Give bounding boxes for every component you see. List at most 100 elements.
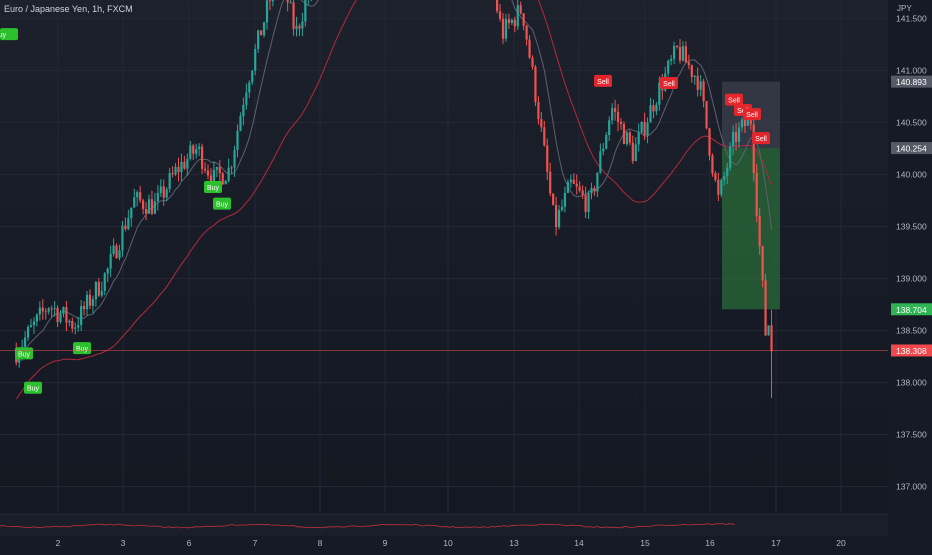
buy-signal-text: Buy	[216, 202, 229, 209]
candle-body	[563, 192, 567, 207]
candle-body	[631, 142, 634, 162]
indicator-line	[0, 523, 736, 529]
candle-body	[139, 192, 142, 201]
sell-signal: Sell	[752, 132, 770, 145]
indicator-background	[0, 514, 888, 536]
buy-signal-box	[204, 180, 222, 193]
candle-body	[68, 320, 71, 323]
buy-signal-box	[213, 197, 231, 210]
candle-body	[770, 325, 773, 352]
candle-body	[758, 215, 761, 247]
candle-body	[658, 82, 661, 105]
candle-body	[714, 173, 717, 180]
candle-body	[183, 161, 186, 169]
time-tick-label: 3	[121, 538, 126, 548]
candle-body	[242, 104, 245, 117]
price-label-text: 138.704	[896, 305, 927, 315]
candle-body	[634, 144, 637, 162]
price-axis[interactable]: JPY142.500142.000141.500141.000140.50014…	[888, 0, 932, 550]
candle-body	[59, 313, 62, 322]
candle-body	[687, 62, 690, 66]
sell-signal-box	[660, 76, 678, 89]
buy-signal-text: Buy	[27, 386, 40, 393]
candle-body	[599, 151, 602, 173]
candle-body	[675, 45, 679, 47]
candle-body	[549, 171, 552, 194]
candle-body	[136, 192, 139, 198]
candle-body	[218, 166, 221, 174]
candle-body	[608, 120, 611, 136]
buy-signal-text: Buy	[76, 346, 89, 353]
candle-body	[32, 321, 36, 326]
candle-body	[732, 132, 735, 147]
candle-body	[673, 45, 676, 59]
candle-body	[711, 155, 714, 174]
candle-body	[189, 145, 192, 159]
candle-body	[304, 0, 307, 22]
candle-body	[251, 70, 254, 83]
candle-body	[144, 209, 148, 214]
price-tick-label: 141.500	[896, 14, 927, 24]
candle-body	[233, 149, 236, 168]
slow-ma-line	[15, 0, 773, 400]
moving-average-fast	[15, 0, 773, 363]
candle-body	[62, 307, 65, 314]
candle-body	[681, 46, 685, 61]
candle-body	[749, 116, 752, 125]
candle-body	[625, 132, 628, 145]
candle-body	[628, 132, 631, 143]
candle-body	[667, 60, 670, 74]
time-tick-label: 13	[509, 538, 519, 548]
candle-body	[605, 135, 608, 149]
candle-body	[560, 206, 564, 211]
candle-body	[655, 104, 658, 112]
candle-body	[41, 307, 44, 312]
candle-body	[94, 282, 97, 300]
candle-body	[203, 168, 207, 171]
candle-body	[289, 2, 292, 4]
sell-signal: Sell	[725, 93, 743, 106]
candle-body	[540, 119, 543, 128]
candle-body	[593, 188, 596, 192]
candle-body	[221, 173, 224, 185]
candle-body	[156, 192, 159, 202]
time-tick-label: 7	[253, 538, 258, 548]
buy-signal: Buy	[0, 28, 18, 41]
candle-body	[47, 308, 50, 312]
candle-body	[24, 337, 27, 347]
candle-body	[97, 282, 100, 296]
candle-body	[91, 299, 95, 306]
candle-body	[215, 166, 218, 170]
candle-body	[537, 102, 540, 120]
candle-body	[88, 294, 92, 306]
candle-body	[268, 0, 272, 2]
candle-body	[616, 111, 620, 122]
price-label-text: 140.893	[896, 77, 927, 87]
sell-signal-box	[594, 74, 612, 87]
candle-body	[245, 92, 248, 105]
take-profit-zone	[722, 148, 780, 310]
price-axis-background	[888, 0, 932, 550]
candle-body	[106, 268, 109, 274]
candle-body	[575, 183, 578, 187]
candle-body	[555, 204, 558, 228]
candle-body	[640, 121, 643, 133]
candle-body	[572, 179, 575, 184]
price-tick-label: 138.000	[896, 378, 927, 388]
candle-body	[652, 105, 655, 112]
time-axis[interactable]: 2 3 6 7 8 9 10 13 14 15 16 17 20	[0, 536, 932, 550]
candle-body	[693, 76, 696, 78]
buy-signal: Buy	[24, 381, 42, 394]
time-tick-label: 17	[771, 538, 781, 548]
candle-body	[171, 173, 174, 175]
candle-body	[740, 119, 744, 128]
candle-body	[230, 167, 233, 169]
candle-body	[699, 81, 702, 90]
bottom-indicator-pane	[0, 513, 888, 536]
candle-body	[584, 194, 587, 212]
candle-body	[569, 179, 572, 183]
time-tick-label: 9	[383, 538, 388, 548]
time-tick-label: 8	[318, 538, 323, 548]
